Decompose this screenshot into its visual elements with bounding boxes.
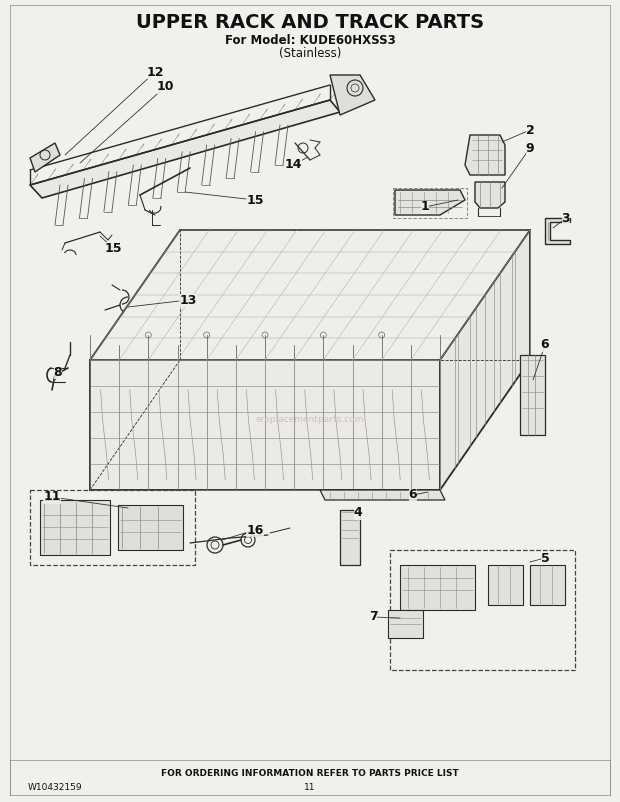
Polygon shape — [30, 143, 60, 172]
Bar — [530, 565, 565, 605]
Text: 9: 9 — [526, 141, 534, 155]
Polygon shape — [30, 100, 340, 198]
Text: (Stainless): (Stainless) — [279, 47, 341, 60]
Polygon shape — [90, 360, 440, 490]
Text: 11: 11 — [304, 783, 316, 792]
Text: 10: 10 — [156, 80, 174, 94]
Text: 12: 12 — [146, 66, 164, 79]
Text: 5: 5 — [541, 552, 549, 565]
Polygon shape — [465, 135, 505, 175]
Text: 16: 16 — [246, 524, 264, 537]
Text: 6: 6 — [541, 338, 549, 351]
Text: 15: 15 — [246, 193, 264, 206]
Text: 2: 2 — [526, 124, 534, 136]
Text: 7: 7 — [369, 610, 378, 623]
Text: ereplacementparts.com: ereplacementparts.com — [256, 415, 364, 424]
Polygon shape — [330, 75, 375, 115]
Bar — [400, 565, 475, 610]
Text: 4: 4 — [353, 507, 362, 520]
Bar — [40, 500, 110, 555]
Bar — [393, 188, 467, 218]
Text: 13: 13 — [179, 294, 197, 306]
Polygon shape — [395, 190, 465, 215]
Text: 15: 15 — [104, 241, 122, 254]
Polygon shape — [90, 230, 530, 360]
Polygon shape — [545, 218, 570, 244]
Text: 3: 3 — [562, 212, 570, 225]
Bar — [390, 550, 575, 670]
Bar — [388, 610, 423, 638]
Polygon shape — [320, 490, 445, 500]
Text: 6: 6 — [409, 488, 417, 501]
Text: FOR ORDERING INFORMATION REFER TO PARTS PRICE LIST: FOR ORDERING INFORMATION REFER TO PARTS … — [161, 769, 459, 779]
Polygon shape — [440, 230, 530, 490]
Text: UPPER RACK AND TRACK PARTS: UPPER RACK AND TRACK PARTS — [136, 13, 484, 31]
Text: 8: 8 — [54, 366, 63, 379]
Text: 11: 11 — [43, 491, 61, 504]
Bar — [488, 565, 523, 605]
Text: 1: 1 — [420, 200, 430, 213]
Polygon shape — [475, 182, 505, 208]
Bar — [118, 505, 183, 550]
Text: For Model: KUDE60HXSS3: For Model: KUDE60HXSS3 — [224, 34, 396, 47]
Bar — [30, 490, 195, 565]
Text: 14: 14 — [284, 159, 302, 172]
Bar — [520, 355, 545, 435]
Text: W10432159: W10432159 — [28, 783, 82, 792]
Bar — [340, 510, 360, 565]
